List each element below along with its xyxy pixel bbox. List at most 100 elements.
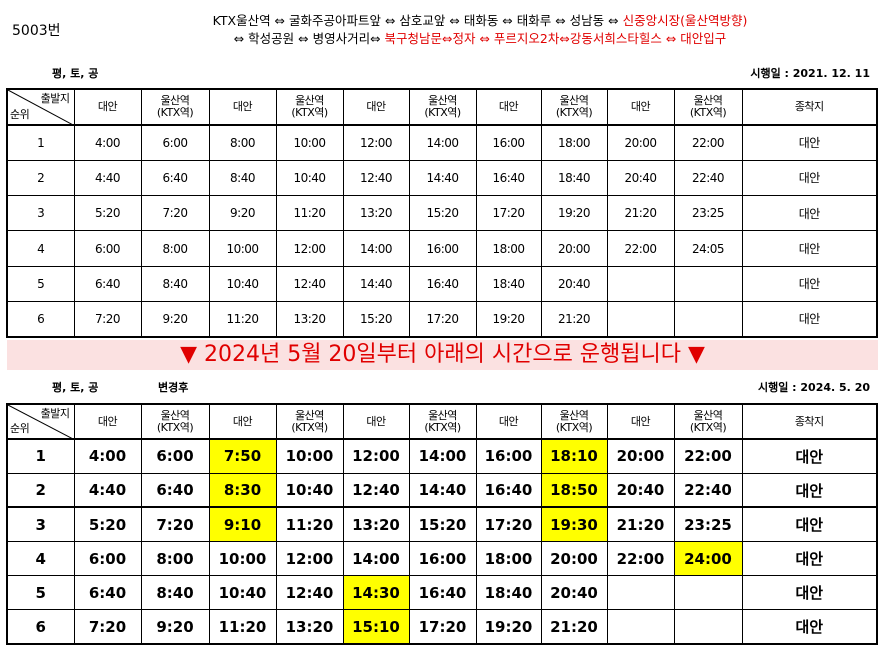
header-text: (KTX역) [291, 420, 328, 434]
terminal-cell: 대안 [741, 438, 878, 474]
time-cell: 10:00 [208, 541, 277, 577]
time-cell: 10:40 [275, 472, 344, 508]
time-cell: 6:40 [73, 265, 142, 302]
time-cell: 22:40 [673, 472, 743, 508]
time-cell: 16:00 [408, 230, 477, 267]
time-cell: 20:00 [540, 230, 608, 267]
empty-cell [673, 300, 743, 338]
header-text: 울산역 [160, 408, 190, 422]
header-text: 대안 [498, 414, 519, 428]
service-days: 평, 토, 공 [52, 381, 99, 394]
header-cell: 대안 [73, 88, 142, 126]
terminal-cell: 대안 [741, 195, 878, 232]
time-cell: 6:00 [140, 124, 210, 161]
time-cell: 12:00 [342, 438, 410, 474]
time-cell: 8:30 [208, 472, 277, 508]
route-number: 5003번 [12, 23, 61, 39]
terminal-cell: 대안 [741, 159, 878, 197]
header-text: (KTX역) [156, 420, 194, 434]
terminal-cell: 대안 [741, 265, 878, 302]
schedule-row: 2 4:40 6:40 8:40 10:40 12:40 14:40 16:40 18:40 20… [6, 159, 878, 197]
time-cell: 18:00 [540, 124, 608, 161]
header-text: 울산역 [295, 94, 324, 107]
time-cell: 21:20 [540, 300, 608, 338]
time-cell: 14:00 [342, 230, 410, 267]
header-cell: 울산역 (KTX역) [275, 88, 344, 126]
order-cell: 3 [6, 506, 75, 543]
empty-cell [606, 265, 675, 302]
time-cell: 11:20 [208, 300, 277, 338]
time-cell: 5:20 [73, 506, 142, 543]
time-cell: 14:40 [342, 265, 410, 302]
header-cell: 대안 [208, 403, 277, 440]
terminal-cell: 대안 [741, 506, 878, 543]
header-text: 대안 [97, 100, 118, 113]
order-cell: 6 [6, 609, 75, 645]
time-cell: 4:00 [73, 124, 142, 161]
corner-cell: 출발지 순위 [6, 403, 75, 440]
time-cell: 14:00 [342, 541, 410, 577]
time-cell: 16:00 [408, 541, 477, 577]
timetable: 출발지 순위 대안 울산역 (KTX역) 대안 울산역 (KTX역) 대안 울산역 (KTX역) 대안… [6, 88, 878, 338]
time-cell: 13:20 [342, 506, 410, 543]
time-cell: 8:40 [140, 265, 210, 302]
time-cell: 10:40 [208, 265, 277, 302]
header-cell: 종착지 [741, 403, 878, 440]
header-cell: 대안 [606, 403, 675, 440]
time-cell: 11:20 [275, 195, 344, 232]
header-text: (KTX역) [689, 420, 727, 434]
time-cell: 18:00 [475, 230, 542, 267]
time-cell: 18:40 [540, 159, 608, 197]
time-cell: 16:40 [408, 575, 477, 611]
header-text: 대안 [630, 414, 651, 428]
time-cell: 14:00 [408, 124, 477, 161]
schedule-row: 5 6:40 8:40 10:40 12:40 14:40 16:40 18:40 20:40 대… [6, 265, 878, 302]
header-text: (KTX역) [156, 106, 194, 119]
time-cell: 12:40 [342, 159, 410, 197]
time-cell: 7:20 [73, 609, 142, 645]
time-cell: 8:40 [140, 575, 210, 611]
effective-date: 시행일 : 2021. 12. 11 [750, 67, 870, 80]
time-cell: 19:20 [475, 609, 542, 645]
time-cell: 16:00 [475, 438, 542, 474]
header-cell: 종착지 [741, 88, 878, 126]
terminal-cell: 대안 [741, 472, 878, 508]
time-cell: 16:40 [475, 159, 542, 197]
time-cell: 13:20 [275, 300, 344, 338]
time-cell: 20:00 [540, 541, 608, 577]
time-cell: 15:20 [408, 195, 477, 232]
time-cell: 4:40 [73, 159, 142, 197]
time-cell: 18:40 [475, 575, 542, 611]
time-cell: 22:00 [673, 438, 743, 474]
route-line: KTX울산역 ⇔ 굴화주공아파트앞 ⇔ 삼호교앞 ⇔ 태화동 ⇔ 태화루 ⇔ 성… [120, 10, 840, 29]
empty-cell [606, 609, 675, 645]
time-cell: 10:00 [275, 124, 344, 161]
time-cell: 8:00 [140, 541, 210, 577]
schedule-row: 3 5:20 7:20 9:20 11:20 13:20 15:20 17:20 19:20 21… [6, 195, 878, 232]
order-cell: 1 [6, 438, 75, 474]
time-cell: 11:20 [275, 506, 344, 543]
time-cell: 6:40 [140, 159, 210, 197]
time-cell: 17:20 [408, 300, 477, 338]
time-cell: 15:20 [408, 506, 477, 543]
time-cell: 10:00 [208, 230, 277, 267]
diagonal [8, 90, 73, 124]
timetable: 출발지 순위 대안 울산역 (KTX역) 대안 울산역 (KTX역) 대안 울산역 (KTX역) 대안… [6, 403, 878, 646]
order-cell: 2 [6, 159, 75, 197]
time-cell: 4:40 [73, 472, 142, 508]
terminal-cell: 대안 [741, 300, 878, 338]
notice-banner: ▼ 2024년 5월 20일부터 아래의 시간으로 운행됩니다 ▼ [7, 340, 878, 370]
empty-cell [673, 265, 743, 302]
time-cell: 16:00 [475, 124, 542, 161]
time-cell: 21:20 [540, 609, 608, 645]
order-cell: 3 [6, 195, 75, 232]
time-cell: 7:20 [140, 195, 210, 232]
schedule-row: 1 4:00 6:00 7:50 10:00 12:00 14:00 16:00 18:10 20… [6, 438, 878, 474]
header-cell: 울산역 (KTX역) [673, 88, 743, 126]
corner-cell: 출발지 순위 [6, 88, 75, 126]
header-text: 대안 [97, 414, 118, 428]
time-cell: 23:25 [673, 506, 743, 543]
time-cell: 18:10 [540, 438, 608, 474]
schedule-row: 2 4:40 6:40 8:30 10:40 12:40 14:40 16:40 18:50 20… [6, 472, 878, 508]
schedule-row: 3 5:20 7:20 9:10 11:20 13:20 15:20 17:20 19:30 21… [6, 506, 878, 543]
